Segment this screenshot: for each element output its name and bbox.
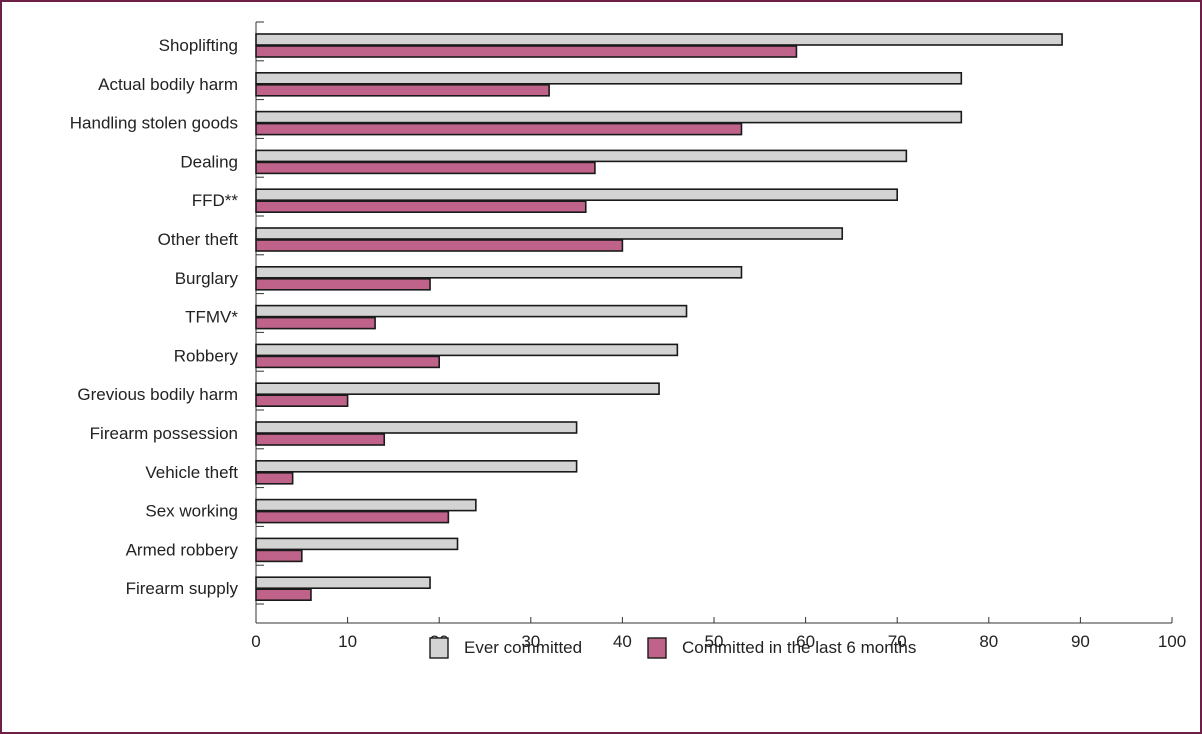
bar-committed-last-6-months (255, 316, 376, 330)
bar-ever-committed (255, 188, 899, 201)
bar-committed-last-6-months (255, 239, 624, 252)
bar-committed-last-6-months (255, 394, 349, 408)
bar-ever-committed (255, 421, 578, 434)
bar-ever-committed (255, 265, 743, 279)
x-tick-labels: 0102030405060708090100 (251, 632, 1186, 651)
bar-ever-committed (255, 72, 963, 85)
chart-legend: Ever committed Committed in the last 6 mo… (429, 637, 916, 659)
category-label: Actual bodily harm (98, 75, 238, 94)
bar-ever-committed (255, 459, 578, 473)
legend-swatch-ever-committed (429, 637, 449, 659)
category-label: Vehicle theft (145, 463, 238, 482)
bar-ever-committed (255, 537, 459, 551)
category-label: TFMV* (185, 308, 238, 327)
x-tick-label: 100 (1158, 632, 1186, 651)
bar-ever-committed (255, 110, 963, 124)
category-label: Burglary (175, 269, 239, 288)
x-tick-label: 0 (251, 632, 260, 651)
x-tick-label: 50 (705, 632, 724, 651)
bar-committed-last-6-months (255, 355, 440, 369)
category-label: Shoplifting (159, 36, 238, 55)
x-tick-label: 10 (338, 632, 357, 651)
bar-ever-committed (255, 304, 688, 318)
bar-committed-last-6-months (255, 510, 450, 524)
category-label: FFD** (192, 191, 239, 210)
category-label: Handling stolen goods (70, 114, 238, 133)
bar-committed-last-6-months (255, 45, 798, 58)
x-tick-label: 40 (613, 632, 632, 651)
bar-committed-last-6-months (255, 549, 303, 563)
category-label: Firearm supply (126, 579, 239, 598)
x-tick-label: 60 (796, 632, 815, 651)
bar-committed-last-6-months (255, 200, 587, 213)
x-tick-label: 90 (1071, 632, 1090, 651)
bar-committed-last-6-months (255, 471, 294, 485)
legend-label-last-6-months: Committed in the last 6 months (682, 638, 916, 657)
legend-label-ever-committed: Ever committed (464, 638, 582, 657)
bar-ever-committed (255, 576, 431, 590)
category-label: Grevious bodily harm (77, 385, 238, 404)
legend-swatch-last-6-months (647, 637, 667, 659)
category-label: Dealing (180, 152, 238, 171)
x-tick-label: 80 (979, 632, 998, 651)
category-label: Sex working (145, 502, 238, 521)
bar-ever-committed (255, 498, 477, 512)
chart-bars (255, 33, 1063, 602)
bar-committed-last-6-months (255, 122, 743, 136)
category-label: Other theft (158, 230, 239, 249)
category-labels: Shoplifting Actual bodily harm Handling st… (70, 36, 239, 598)
bar-ever-committed (255, 382, 660, 396)
bar-committed-last-6-months (255, 277, 431, 291)
category-label: Firearm possession (90, 424, 238, 443)
category-label: Robbery (174, 346, 239, 365)
bar-committed-last-6-months (255, 161, 596, 175)
bar-committed-last-6-months (255, 84, 550, 97)
bar-ever-committed (255, 33, 1063, 46)
bar-committed-last-6-months (255, 433, 386, 446)
bar-ever-committed (255, 343, 679, 357)
category-label: Armed robbery (126, 540, 239, 559)
bar-committed-last-6-months (255, 588, 312, 602)
x-tick-label: 30 (521, 632, 540, 651)
bar-ever-committed (255, 149, 908, 163)
bar-ever-committed (255, 227, 844, 240)
x-tick-label: 70 (888, 632, 907, 651)
